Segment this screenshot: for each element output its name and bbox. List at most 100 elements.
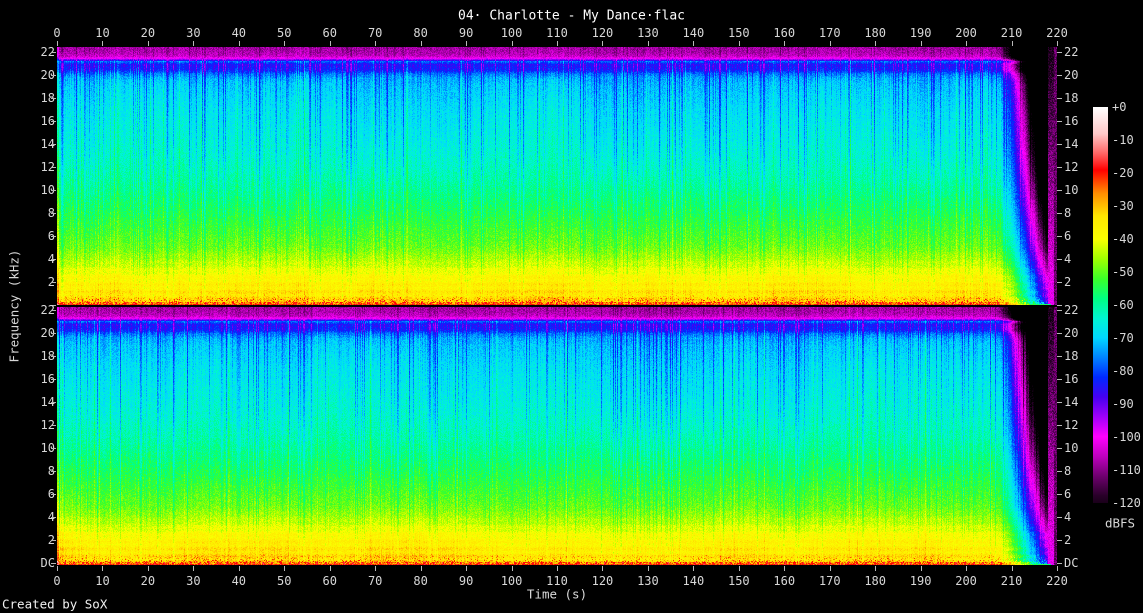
time-tick-mark — [511, 566, 513, 571]
spectrogram-right-channel — [57, 307, 1057, 565]
freq-tick-label: 8 — [1064, 464, 1072, 478]
time-tick-label: 100 — [500, 26, 523, 40]
time-tick-label: 20 — [140, 574, 156, 588]
time-tick-label: 150 — [727, 26, 750, 40]
time-tick-mark — [875, 41, 877, 46]
freq-tick-label: 16 — [1064, 372, 1079, 386]
time-tick-label: 0 — [53, 574, 61, 588]
time-tick-mark — [57, 41, 58, 46]
freq-tick-label: 12 — [1064, 418, 1079, 432]
time-tick-label: 220 — [1046, 574, 1068, 588]
freq-tick-mark — [51, 259, 56, 260]
freq-tick-label: 10 — [1064, 441, 1079, 455]
freq-tick-label: 4 — [1064, 510, 1072, 524]
dbfs-tick-label: -30 — [1112, 199, 1134, 213]
freq-tick-mark — [51, 52, 56, 53]
freq-tick-mark — [51, 356, 56, 357]
freq-tick-mark — [1057, 75, 1062, 76]
time-tick-mark — [693, 566, 695, 571]
freq-tick-mark — [1057, 310, 1062, 311]
freq-tick-mark — [51, 121, 56, 122]
time-tick-mark — [238, 566, 240, 571]
time-tick-mark — [602, 41, 604, 46]
freq-tick-label: 2 — [1064, 275, 1072, 289]
freq-tick-mark — [51, 310, 56, 311]
freq-tick-label: 16 — [40, 114, 55, 128]
freq-tick-label: 10 — [40, 441, 55, 455]
time-tick-mark — [784, 566, 786, 571]
freq-tick-label: 6 — [1064, 229, 1072, 243]
freq-tick-label: 20 — [40, 326, 55, 340]
freq-tick-mark — [1057, 379, 1062, 380]
freq-tick-mark — [1057, 517, 1062, 518]
dbfs-tick-label: +0 — [1112, 100, 1127, 114]
freq-tick-mark — [51, 494, 56, 495]
time-tick-mark — [57, 566, 58, 571]
time-tick-label: 110 — [546, 26, 568, 40]
time-tick-mark — [1057, 41, 1058, 46]
freq-tick-mark — [51, 471, 56, 472]
time-tick-label: 40 — [231, 574, 247, 588]
time-tick-label: 220 — [1046, 26, 1068, 40]
time-tick-label: 80 — [413, 574, 428, 588]
freq-tick-label: 22 — [40, 45, 55, 59]
dbfs-tick-label: -110 — [1112, 463, 1141, 477]
time-tick-mark — [966, 566, 968, 571]
time-tick-mark — [557, 41, 558, 46]
freq-tick-label: 20 — [1064, 326, 1079, 340]
freq-dc-tick-mark — [51, 563, 56, 564]
time-tick-label: 60 — [322, 574, 337, 588]
freq-tick-mark — [51, 282, 56, 283]
freq-tick-mark — [1057, 167, 1062, 168]
time-tick-label: 80 — [413, 26, 428, 40]
time-tick-label: 40 — [231, 26, 247, 40]
time-tick-label: 190 — [909, 26, 932, 40]
dbfs-tick-label: -120 — [1112, 496, 1141, 510]
freq-tick-mark — [1057, 144, 1062, 145]
freq-tick-label: 16 — [1064, 114, 1079, 128]
time-tick-label: 150 — [727, 574, 750, 588]
page-title: 04· Charlotte - My Dance·flac — [458, 8, 685, 24]
time-tick-mark — [647, 41, 649, 46]
freq-tick-mark — [1057, 282, 1062, 283]
time-tick-mark — [147, 41, 149, 46]
freq-tick-label: 18 — [40, 349, 55, 363]
time-tick-label: 130 — [637, 26, 659, 40]
time-tick-mark — [738, 566, 740, 571]
time-tick-label: 170 — [818, 26, 841, 40]
freq-tick-label: 20 — [1064, 68, 1079, 82]
time-tick-mark — [193, 41, 195, 46]
freq-tick-mark — [51, 425, 56, 426]
freq-tick-label: 18 — [1064, 349, 1079, 363]
time-tick-label: 110 — [546, 574, 568, 588]
freq-tick-mark — [51, 402, 56, 403]
freq-tick-mark — [1057, 213, 1062, 214]
time-tick-label: 0 — [53, 26, 61, 40]
freq-tick-mark — [1057, 259, 1062, 260]
time-tick-mark — [602, 566, 604, 571]
time-tick-label: 70 — [367, 26, 383, 40]
time-tick-label: 100 — [500, 574, 523, 588]
freq-tick-label: 18 — [40, 91, 55, 105]
time-tick-mark — [102, 41, 104, 46]
freq-tick-label: 12 — [40, 418, 55, 432]
freq-tick-mark — [1057, 333, 1062, 334]
time-axis-title: Time (s) — [526, 586, 588, 602]
time-tick-label: 30 — [186, 26, 201, 40]
time-tick-mark — [238, 41, 240, 46]
time-tick-mark — [647, 566, 649, 571]
time-tick-label: 50 — [277, 574, 292, 588]
time-tick-mark — [329, 566, 331, 571]
dbfs-tick-label: -60 — [1112, 298, 1134, 312]
dbfs-tick-label: -80 — [1112, 364, 1134, 378]
time-tick-label: 120 — [591, 574, 614, 588]
freq-tick-label: 14 — [1064, 395, 1079, 409]
time-tick-mark — [1011, 566, 1013, 571]
freq-tick-label: 18 — [1064, 91, 1079, 105]
dbfs-colorbar — [1093, 107, 1108, 503]
freq-tick-mark — [1057, 356, 1062, 357]
time-tick-mark — [829, 566, 831, 571]
time-tick-label: 210 — [1000, 574, 1023, 588]
freq-tick-mark — [51, 144, 56, 145]
freq-tick-mark — [1057, 236, 1062, 237]
